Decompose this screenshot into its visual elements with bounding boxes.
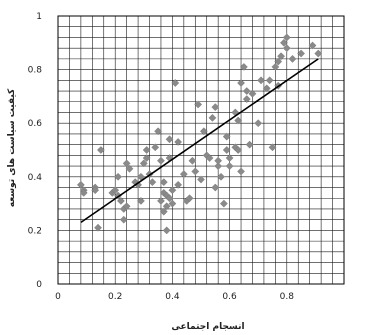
data-point: [217, 172, 225, 181]
data-point: [159, 207, 168, 216]
data-point: [157, 197, 165, 205]
data-point: [185, 194, 194, 203]
data-point: [162, 226, 171, 235]
data-point: [171, 79, 180, 87]
data-point: [174, 180, 183, 189]
data-point: [219, 199, 228, 208]
data-point: [79, 188, 88, 197]
data-point: [308, 41, 317, 50]
x-tick-label: 0: [55, 292, 61, 302]
data-point: [199, 127, 208, 136]
data-point: [234, 146, 243, 154]
data-point: [277, 52, 285, 61]
data-point: [119, 215, 128, 224]
data-point: [211, 103, 220, 112]
data-point: [165, 194, 174, 203]
data-point: [225, 154, 234, 162]
y-tick-label: 0.4: [28, 173, 43, 183]
data-point: [168, 199, 177, 208]
data-point: [268, 143, 277, 152]
data-point: [222, 146, 231, 154]
data-point: [159, 178, 168, 187]
data-point: [234, 116, 243, 125]
data-point: [154, 127, 162, 136]
data-point: [214, 162, 223, 170]
data-point: [125, 164, 134, 173]
data-point: [197, 175, 205, 184]
plot-frame: [57, 15, 345, 285]
data-point: [168, 186, 177, 195]
x-axis-label: انسجام اجتماعی: [171, 322, 244, 332]
data-point: [165, 135, 174, 144]
axes: [57, 15, 345, 285]
data-point: [245, 140, 254, 149]
data-point: [237, 79, 245, 87]
data-point: [280, 38, 288, 47]
grid: [57, 15, 345, 285]
data-point: [134, 180, 142, 189]
data-point: [76, 180, 85, 189]
data-point: [97, 146, 105, 154]
data-point: [242, 87, 251, 95]
data-point: [122, 159, 131, 168]
data-point: [162, 202, 171, 211]
data-point: [94, 223, 102, 232]
x-tick-label: 0.4: [165, 292, 180, 302]
data-point: [222, 132, 231, 141]
data-point: [214, 156, 223, 165]
x-tick-label: 0.2: [108, 292, 122, 302]
y-axis-label: کیفیت سیاست های توسعه: [7, 88, 17, 207]
data-point: [240, 63, 248, 71]
data-point: [297, 49, 305, 58]
y-tick-label: 0.8: [28, 66, 43, 76]
data-point: [194, 100, 203, 109]
data-point: [225, 162, 234, 170]
data-point: [114, 172, 122, 181]
y-tick-label: 0.6: [28, 119, 43, 129]
data-point: [314, 49, 323, 58]
data-point: [288, 54, 297, 63]
y-tick-label: 0: [36, 280, 42, 290]
trendline: [80, 58, 319, 224]
data-point: [122, 202, 131, 211]
data-point: [157, 156, 165, 165]
data-point: [248, 89, 257, 98]
data-point: [142, 146, 151, 154]
data-point: [254, 119, 263, 128]
data-point: [208, 113, 217, 122]
data-point: [282, 33, 291, 42]
data-point: [151, 143, 160, 152]
data-point: [282, 44, 291, 53]
data-point: [137, 197, 145, 205]
x-tick-label: 0.6: [222, 292, 237, 302]
data-point: [191, 167, 200, 176]
data-point: [148, 178, 157, 187]
data-point: [262, 84, 271, 93]
data-point: [174, 138, 183, 146]
data-point: [271, 63, 280, 71]
data-point: [91, 186, 100, 195]
y-tick-label: 1: [36, 12, 42, 22]
tick-labels: 0 0.2 0.4 0.6 0.8 0 0.2 0.4 0.6 0.8 1: [28, 12, 295, 302]
y-tick-label: 0.2: [28, 226, 42, 236]
data-point: [265, 76, 274, 85]
data-point: [211, 183, 220, 192]
data-point: [205, 154, 214, 162]
data-point: [111, 186, 120, 195]
x-tick-label: 0.8: [280, 292, 295, 302]
data-point: [188, 156, 197, 165]
data-point: [117, 197, 125, 205]
data-point: [242, 95, 251, 103]
data-point: [179, 170, 188, 179]
data-point: [257, 76, 265, 85]
data-point: [237, 167, 245, 176]
data-point: [142, 154, 151, 162]
trendline-group: [80, 58, 319, 224]
data-point: [139, 159, 148, 168]
data-point: [274, 57, 283, 66]
